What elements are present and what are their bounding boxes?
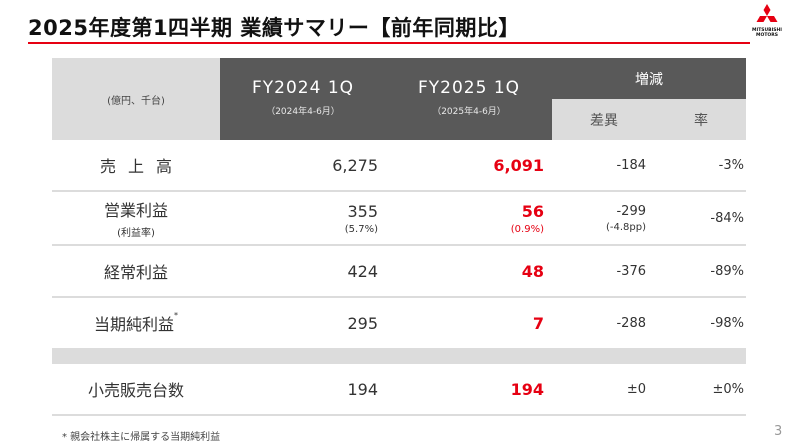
fy2025-cell: 6,091 [386,140,552,190]
row-label-cell: 営業利益 (利益率) [52,192,220,244]
footnote: * 親会社株主に帰属する当期純利益 [62,432,221,443]
rate-value: -84% [710,210,744,226]
diff-value: -376 [616,263,646,279]
rate-value: ±0% [712,381,744,397]
logo-text-line2: MOTORS [756,33,778,38]
diff-value: ±0 [626,381,646,397]
fy2025-value: 6,091 [493,155,544,175]
fy2024-value: 194 [347,379,378,399]
fy2025-cell: 48 [386,246,552,296]
fy2025-subvalue: (0.9%) [510,223,544,235]
diff-value: -184 [616,157,646,173]
fy2024-value: 295 [347,313,378,333]
fy2024-cell: 424 [220,246,386,296]
diff-value: -299 [616,203,646,219]
diff-subvalue: (-4.8pp) [605,221,646,233]
rate-cell: -98% [656,298,746,348]
fy2024-subvalue: (5.7%) [344,223,378,235]
diff-value: -288 [616,315,646,331]
fy2024-value: 6,275 [332,155,378,175]
fy2025-cell: 194 [386,364,552,414]
row-label: 小売販売台数 [87,381,184,400]
table-row-retail-sales: 小売販売台数 194 194 ±0 ±0% [52,364,746,416]
fy2024-cell: 6,275 [220,140,386,190]
rate-cell: ±0% [656,364,746,414]
row-label-cell: 売上高 [52,140,220,190]
company-logo: MITSUBISHI MOTORS [744,4,790,44]
fy2025-cell: 56 (0.9%) [386,192,552,244]
fy2025-header-cell: FY2025 1Q （2025年4-6月） [386,58,552,140]
page-title: 2025年度第1四半期 業績サマリー【前年同期比】 [28,16,520,40]
rate-header-cell: 率 [656,99,746,140]
row-label: 当期純利益 [93,315,174,334]
table-row-operating-profit: 営業利益 (利益率) 355 (5.7%) 56 (0.9%) -299 (-4… [52,192,746,246]
section-divider-band [52,350,746,364]
unit-label: (億円、千台) [107,95,165,107]
fy2025-period: （2025年4-6月） [432,107,506,117]
row-label-cell: 小売販売台数 [52,364,220,414]
rate-label: 率 [694,112,708,129]
table-row-ordinary-profit: 経常利益 424 48 -376 -89% [52,246,746,298]
fy2024-value: 355 [347,201,378,221]
fy2024-label: FY2024 1Q [251,78,355,98]
row-label-cell: 当期純利益* [52,298,220,348]
row-sublabel: (利益率) [117,228,155,239]
fy2024-period: （2024年4-6月） [266,107,340,117]
fy2025-value: 56 [521,201,544,221]
fy2024-cell: 355 (5.7%) [220,192,386,244]
diff-cell: ±0 [552,364,656,414]
diff-header-cell: 差異 [552,99,656,140]
fy2024-cell: 194 [220,364,386,414]
rate-value: -98% [710,315,744,331]
rate-value: -3% [718,157,744,173]
row-label-cell: 経常利益 [52,246,220,296]
fy2025-value: 194 [510,379,544,399]
fy2024-value: 424 [347,261,378,281]
diff-cell: -184 [552,140,656,190]
three-diamonds-icon [756,4,778,22]
footnote-mark: * [174,311,178,320]
table-row-net-sales: 売上高 6,275 6,091 -184 -3% [52,140,746,192]
fy2024-header-cell: FY2024 1Q （2024年4-6月） [220,58,386,140]
row-label: 営業利益 [103,201,168,220]
change-label: 増減 [635,71,663,88]
rate-cell: -89% [656,246,746,296]
rate-value: -89% [710,263,744,279]
fy2024-cell: 295 [220,298,386,348]
row-label: 経常利益 [103,263,168,282]
fy2025-value: 48 [521,261,544,281]
diff-cell: -376 [552,246,656,296]
logo-text-line1: MITSUBISHI [752,28,782,33]
fy2025-cell: 7 [386,298,552,348]
rate-cell: -84% [656,192,746,244]
unit-header-cell: (億円、千台) [52,58,220,140]
diff-cell: -299 (-4.8pp) [552,192,656,244]
page-number: 3 [774,424,783,439]
diff-label: 差異 [590,112,618,129]
change-header-cell: 増減 [552,58,746,99]
title-underline [28,42,750,44]
fy2025-value: 7 [532,313,544,333]
fy2025-label: FY2025 1Q [417,78,521,98]
diff-cell: -288 [552,298,656,348]
row-label: 売上高 [99,157,184,176]
table-row-net-income: 当期純利益* 295 7 -288 -98% [52,298,746,350]
rate-cell: -3% [656,140,746,190]
